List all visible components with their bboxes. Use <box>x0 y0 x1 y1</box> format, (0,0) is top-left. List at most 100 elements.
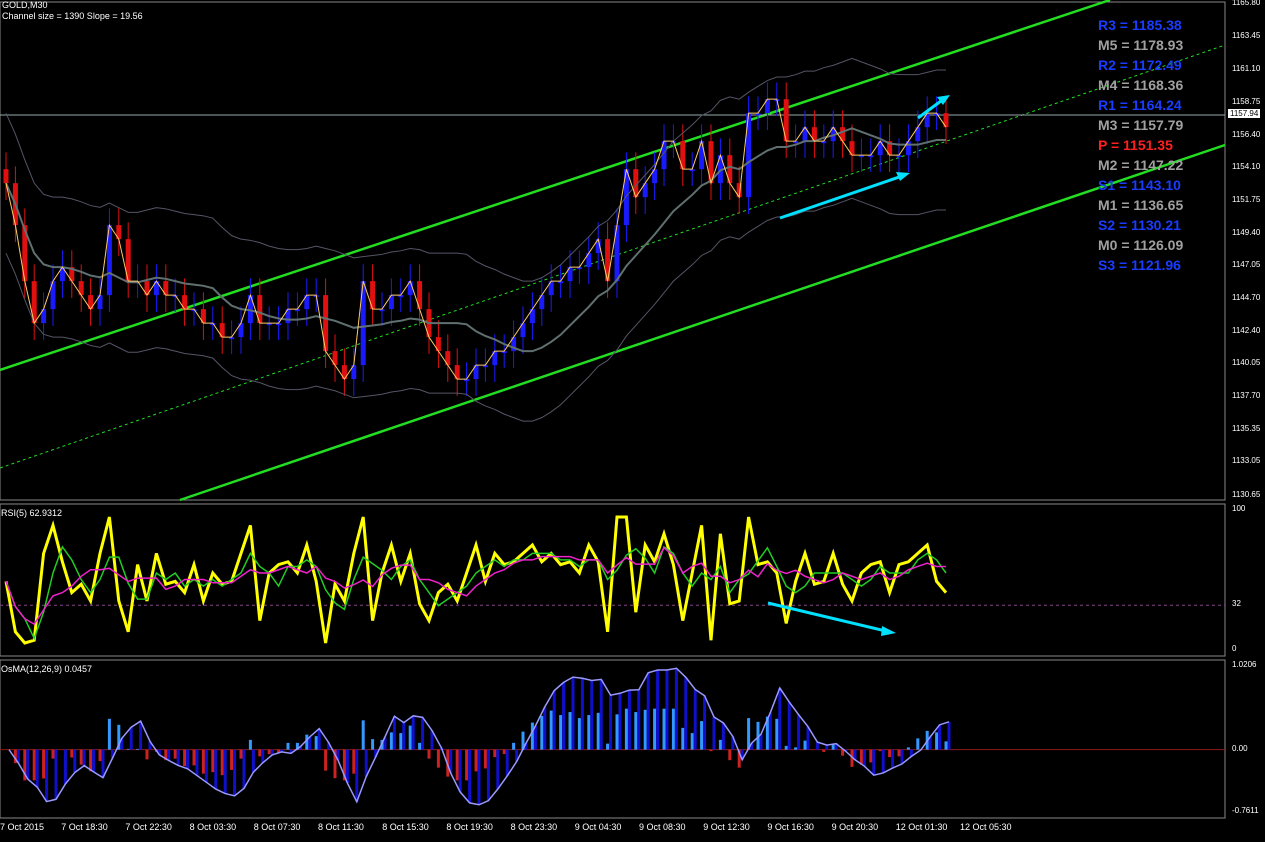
pivot-label: R2 = 1172.49 <box>1098 57 1182 73</box>
bollinger-upper-line <box>5 57 946 282</box>
price-tick: 1158.75 <box>1232 96 1261 106</box>
candle-body <box>567 267 573 282</box>
rsi-line <box>4 515 948 645</box>
candle-body <box>341 365 347 380</box>
candle-body <box>304 295 310 310</box>
candle-body <box>116 225 122 240</box>
candle-body <box>407 281 413 296</box>
time-tick: 9 Oct 12:30 <box>703 822 750 832</box>
time-tick: 9 Oct 20:30 <box>831 822 879 832</box>
price-tick: 1161.10 <box>1232 63 1261 73</box>
osma-tick: -0.7611 <box>1232 806 1259 815</box>
candle-body <box>266 323 272 326</box>
pivot-label: M1 = 1136.65 <box>1098 197 1184 213</box>
candle-body <box>595 239 601 254</box>
rsi-tick: 100 <box>1232 504 1246 513</box>
rsi-panel-frame <box>0 503 1226 657</box>
candle-body <box>802 127 808 142</box>
candle-body <box>755 113 761 116</box>
time-tick: 9 Oct 08:30 <box>639 822 686 832</box>
time-tick: 12 Oct 01:30 <box>895 822 948 832</box>
candle-body <box>360 281 366 366</box>
osma-tick: 0.00 <box>1232 743 1248 753</box>
rsi-tick: 0 <box>1232 644 1237 653</box>
candle-body <box>492 351 498 366</box>
candle-body <box>943 113 949 128</box>
candle-body <box>332 351 338 366</box>
price-tick: 1130.65 <box>1232 490 1261 499</box>
candle-body <box>153 281 159 296</box>
candle-body <box>858 155 864 158</box>
candle-body <box>41 309 47 324</box>
candle-body <box>191 309 197 312</box>
time-tick: 8 Oct 07:30 <box>253 822 301 832</box>
time-tick: 7 Oct 22:30 <box>125 822 172 832</box>
candle-body <box>285 309 291 324</box>
price-tick: 1133.05 <box>1232 456 1261 466</box>
candle-body <box>887 141 893 156</box>
trend-arrowhead <box>896 172 910 181</box>
candle-body <box>652 169 658 184</box>
candle-body <box>849 141 855 156</box>
time-tick: 7 Oct 2015 <box>0 822 45 832</box>
pivot-label: P = 1151.35 <box>1098 137 1173 153</box>
candle-body <box>473 365 479 380</box>
candle-body <box>586 253 592 268</box>
time-tick: 8 Oct 03:30 <box>189 822 237 832</box>
price-tick: 1147.05 <box>1232 260 1261 270</box>
price-tick: 1154.10 <box>1232 161 1261 171</box>
main-panel-frame <box>0 1 1226 501</box>
candle-body <box>163 281 169 296</box>
candle-body <box>501 351 507 354</box>
candle-body <box>59 267 65 282</box>
candle-body <box>548 281 554 296</box>
candle-body <box>22 225 28 282</box>
close-line <box>5 98 947 381</box>
candle-body <box>717 155 723 184</box>
candle-body <box>379 309 385 312</box>
pivot-label: M2 = 1147.22 <box>1098 157 1184 173</box>
candle-body <box>97 295 103 310</box>
pivot-label: S2 = 1130.21 <box>1098 217 1181 233</box>
candle-body <box>294 309 300 312</box>
candle-body <box>257 295 263 324</box>
osma-panel-frame <box>0 659 1226 819</box>
time-tick: 9 Oct 16:30 <box>767 822 814 832</box>
candle-body <box>210 323 216 326</box>
candle-body <box>351 365 357 380</box>
rsi-signal-line <box>5 545 947 641</box>
symbol-title: GOLD,M30 <box>2 0 48 10</box>
candle-body <box>106 225 112 296</box>
price-tick: 1137.70 <box>1232 391 1261 401</box>
channel-mid-line <box>0 44 1226 469</box>
candle-body <box>576 267 582 270</box>
candle-body <box>31 281 37 324</box>
channel-upper-line <box>0 0 1111 372</box>
time-tick: 12 Oct 05:30 <box>960 822 1012 832</box>
candle-body <box>454 365 460 380</box>
channel-lower-line <box>179 143 1226 502</box>
candle-body <box>868 155 874 158</box>
candle-body <box>417 281 423 310</box>
time-tick: 8 Oct 11:30 <box>318 822 364 832</box>
osma-signal-line <box>8 667 950 806</box>
candle-body <box>323 295 329 352</box>
candle-body <box>88 295 94 310</box>
pivot-label: M3 = 1157.79 <box>1098 117 1184 133</box>
candle-body <box>200 309 206 324</box>
candle-body <box>511 337 517 352</box>
time-tick: 8 Oct 23:30 <box>510 822 558 832</box>
price-tick: 1165.80 <box>1232 0 1261 7</box>
pivot-label: S3 = 1121.96 <box>1098 257 1181 273</box>
candle-body <box>905 141 911 156</box>
candle-body <box>78 281 84 296</box>
price-tick: 1142.40 <box>1232 325 1261 335</box>
candle-body <box>3 169 9 184</box>
time-tick: 7 Oct 18:30 <box>61 822 108 832</box>
candle-body <box>699 141 705 170</box>
rsi-raw-line <box>5 516 947 644</box>
candle-body <box>811 127 817 142</box>
time-tick: 9 Oct 04:30 <box>574 822 622 832</box>
candle-body <box>482 365 488 368</box>
